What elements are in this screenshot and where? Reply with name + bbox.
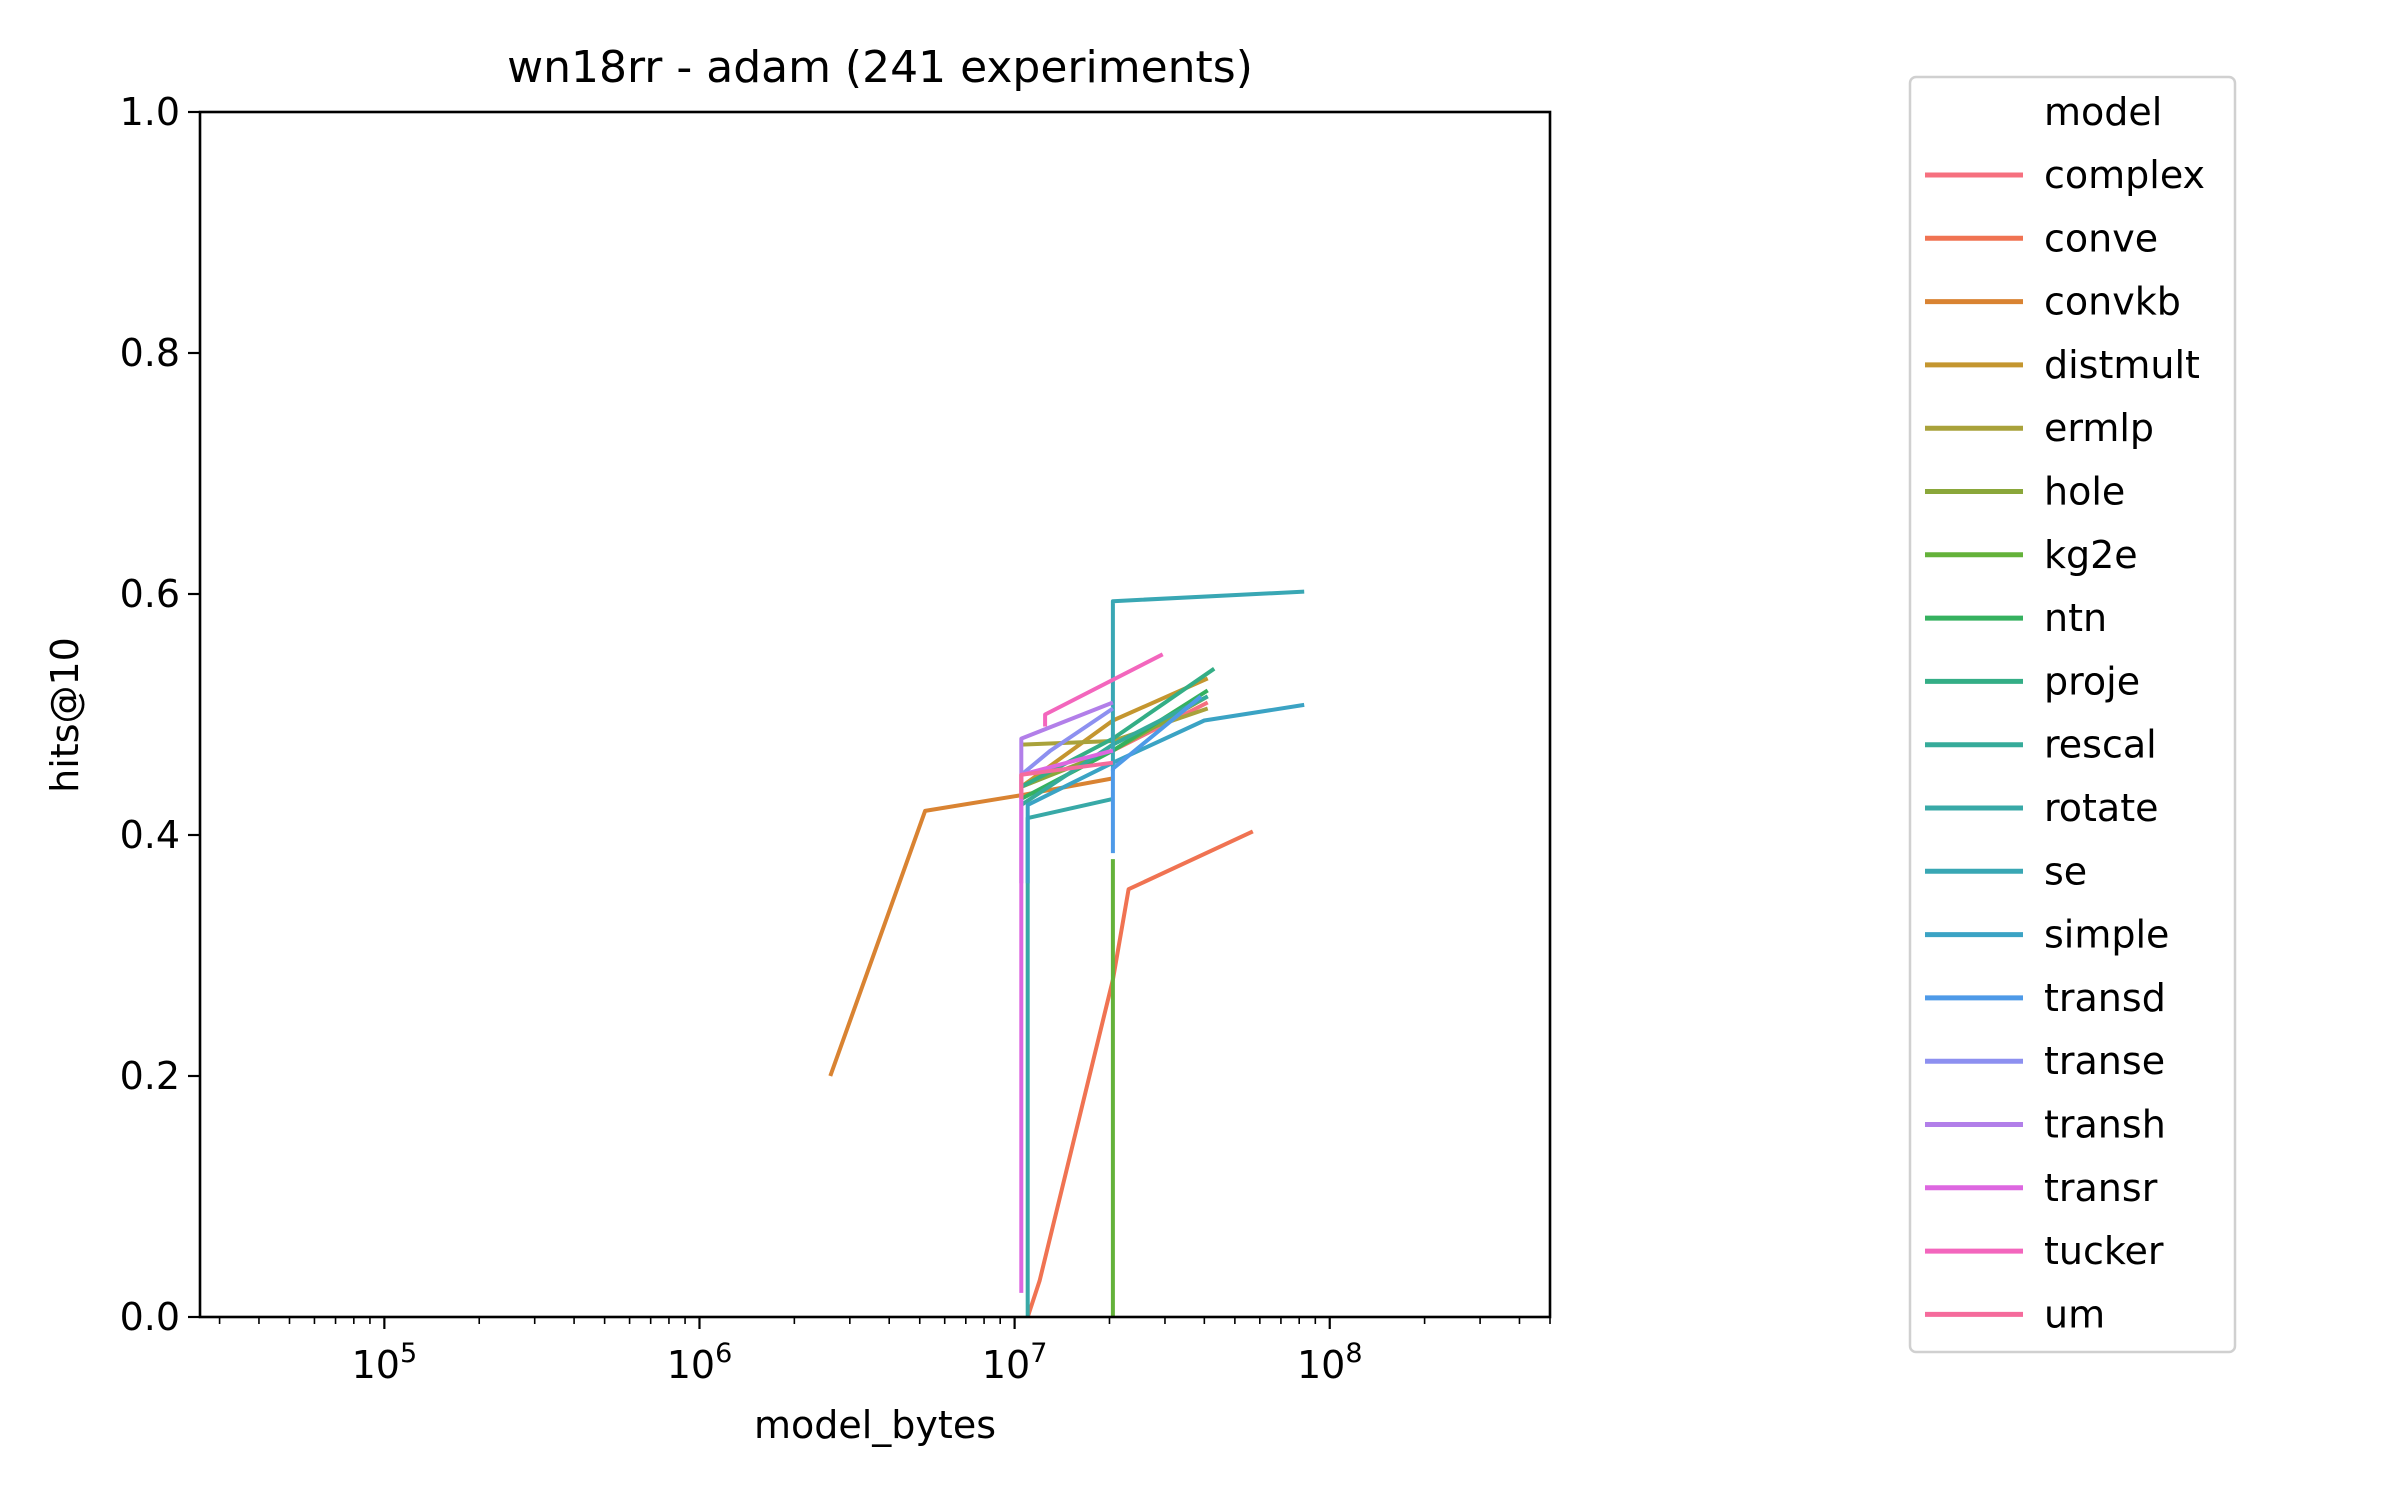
legend-frame (1908, 75, 2237, 1354)
legend-label-convkb: convkb (2044, 280, 2181, 324)
plot-lines (828, 589, 1305, 1318)
legend-label-complex: complex (2044, 153, 2205, 197)
legend-label-proje: proje (2044, 659, 2140, 703)
y-tick-label: 0.0 (120, 1295, 180, 1339)
series-line-um (1019, 760, 1114, 799)
legend-label-tucker: tucker (2044, 1229, 2164, 1273)
x-tick-label: 106 (667, 1338, 733, 1387)
legend-label-transr: transr (2044, 1166, 2158, 1210)
y-tick-label: 0.6 (120, 572, 180, 616)
legend-label-transe: transe (2044, 1039, 2165, 1083)
legend-label-transh: transh (2044, 1103, 2166, 1147)
series-line-convkb (828, 776, 1114, 1077)
series-line-se (1110, 589, 1305, 772)
y-tick-label: 0.8 (120, 331, 180, 375)
legend-label-ermlp: ermlp (2044, 406, 2154, 450)
legend-title: model (2044, 90, 2162, 134)
legend-label-hole: hole (2044, 470, 2125, 514)
legend-label-um: um (2044, 1292, 2105, 1336)
legend-label-simple: simple (2044, 913, 2169, 957)
y-tick-label: 1.0 (120, 90, 180, 134)
series-line-tucker (1043, 652, 1164, 727)
legend-label-ntn: ntn (2044, 596, 2107, 640)
y-tick-label: 0.2 (120, 1054, 180, 1098)
y-tick-label: 0.4 (120, 813, 180, 857)
legend: model complex conve convkb distmult ermlp hol… (1908, 75, 2237, 1354)
legend-label-kg2e: kg2e (2044, 533, 2138, 577)
series-line-conve (1025, 829, 1254, 1318)
y-axis-ticks: 0.0 0.2 0.4 0.6 0.8 1.0 (120, 90, 200, 1339)
series-line-transd (1110, 694, 1203, 854)
series-line-simple (1025, 702, 1305, 884)
legend-label-distmult: distmult (2044, 343, 2200, 387)
x-tick-label: 108 (1297, 1338, 1363, 1387)
y-axis-label: hits@10 (43, 637, 87, 793)
x-axis-label: model_bytes (754, 1403, 996, 1447)
chart-title: wn18rr - adam (241 experiments) (507, 42, 1253, 93)
series-line-rotate (1025, 796, 1114, 1317)
series-line-transr (1019, 748, 1114, 1293)
x-axis-ticks: 105 106 107 108 (218, 1317, 1551, 1387)
legend-items: complex conve convkb distmult ermlp hole kg2e n… (1925, 153, 2205, 1336)
x-tick-label: 105 (352, 1338, 418, 1387)
legend-label-rescal: rescal (2044, 723, 2157, 767)
legend-label-rotate: rotate (2044, 786, 2159, 830)
legend-label-se: se (2044, 849, 2087, 893)
series-line-transe (1020, 706, 1115, 777)
legend-label-transd: transd (2044, 976, 2166, 1020)
legend-label-conve: conve (2044, 216, 2158, 260)
x-tick-label: 107 (982, 1338, 1048, 1387)
plot-frame (198, 110, 1552, 1319)
